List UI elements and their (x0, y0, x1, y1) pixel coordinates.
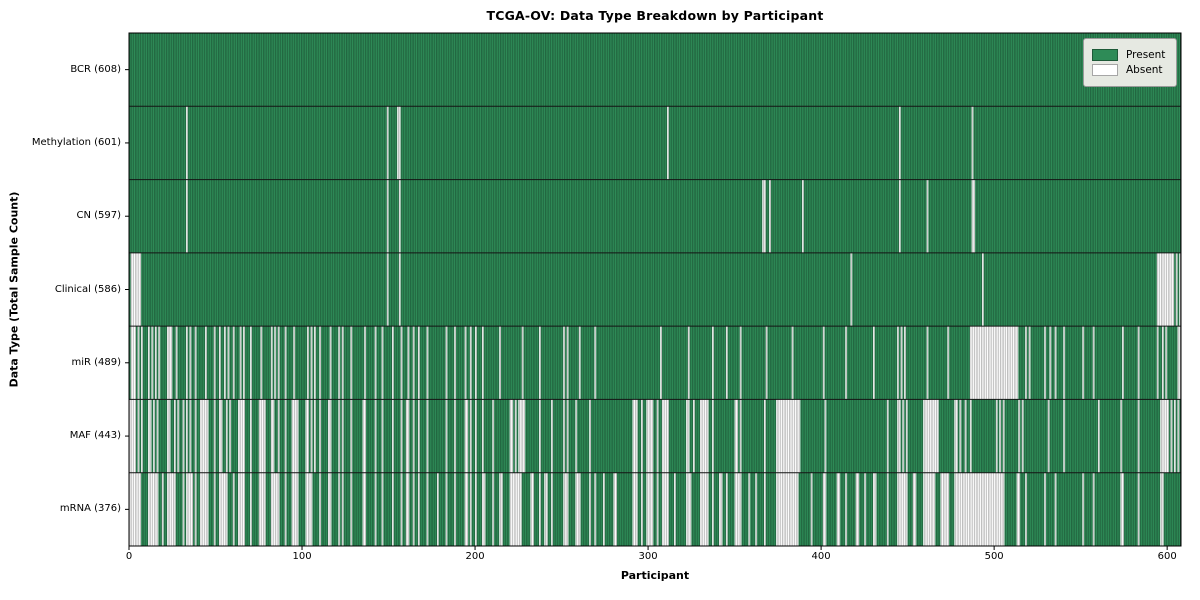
x-tick-label: 100 (292, 551, 312, 562)
row-label-clinical: Clinical (586) (54, 283, 121, 295)
x-tick-label: 0 (125, 551, 133, 562)
x-axis-label: Participant (620, 569, 690, 582)
x-tick-label: 200 (465, 551, 485, 562)
row-label-mrna: mRNA (376) (59, 503, 121, 515)
x-tick-label: 400 (811, 551, 831, 562)
legend-present-label: Present (1126, 49, 1166, 61)
legend-item-absent: Absent (1092, 64, 1167, 76)
legend: Present Absent (1083, 38, 1177, 87)
row-label-maf: MAF (443) (69, 430, 121, 442)
x-tick-label: 600 (1157, 551, 1177, 562)
x-tick-label: 300 (638, 551, 658, 562)
x-tick-label: 500 (984, 551, 1004, 562)
chart-title: TCGA-OV: Data Type Breakdown by Particip… (486, 8, 824, 23)
row-label-methylation: Methylation (601) (31, 136, 121, 148)
legend-item-present: Present (1092, 49, 1167, 61)
row-label-bcr: BCR (608) (70, 63, 121, 75)
present-swatch-icon (1092, 49, 1118, 61)
absent-swatch-icon (1092, 64, 1118, 76)
row-label-cn: CN (597) (76, 210, 121, 222)
row-label-mir: miR (489) (71, 356, 121, 368)
legend-absent-label: Absent (1126, 64, 1163, 76)
